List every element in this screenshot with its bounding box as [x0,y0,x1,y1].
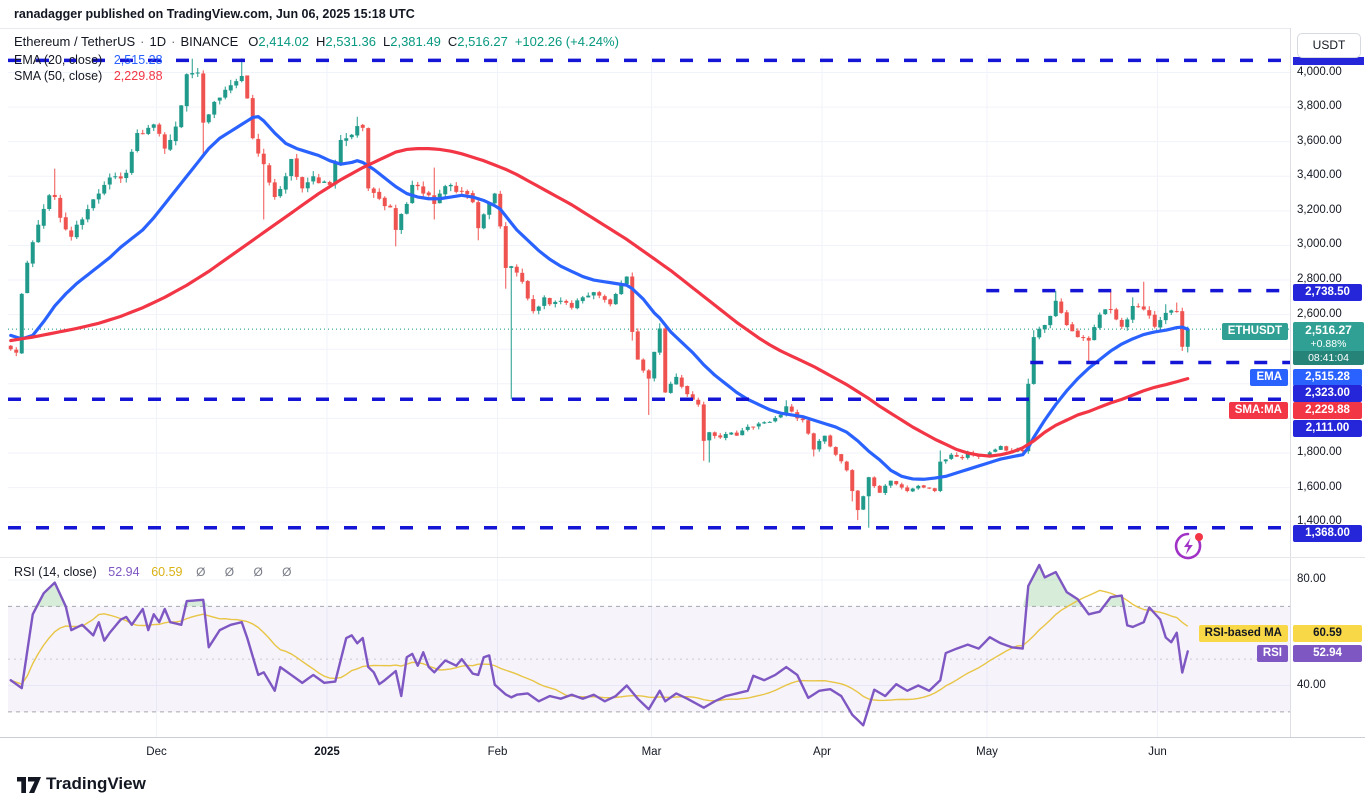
price-tick: 4,000.00 [1297,65,1342,78]
ema-indicator-value: 2,515.28 [113,53,163,67]
price-tick: 1,600.00 [1297,480,1342,493]
ohlc-values: O2,414.02 H2,531.36 L2,381.49 C2,516.27 [248,34,515,49]
ethusdt-name-label: ETHUSDT [1221,322,1288,340]
rsi-name-label: RSI [1256,644,1288,662]
currency-unit-button[interactable]: USDT [1297,33,1361,58]
time-axis-month-label: Mar [641,746,662,758]
rsi-value-label: 52.94 [1293,644,1362,662]
price-tick: 1,800.00 [1297,445,1342,458]
rsi-name-label: RSI-based MA [1198,624,1288,642]
ohlc-value: 2,531.36 [325,34,376,49]
ema-legend-row: EMA (20, close) 2,515.28 [14,52,163,67]
price-tick: 3,400.00 [1297,169,1342,182]
ethusdt-price-label: 2,516.27 +0.88% 08:41:04 [1293,322,1364,365]
ohlc-value: 2,414.02 [258,34,309,49]
ethusdt-last-price: 2,516.27 [1305,323,1352,337]
interval-label: 1D [149,34,167,49]
rsi-legend-row: RSI (14, close) 52.94 60.59 Ø Ø Ø Ø [14,564,299,579]
exchange-label: BINANCE [180,34,239,49]
hidden-level-label-strip [1293,57,1364,65]
ohlc-key: C [447,34,458,49]
ethusdt-change-pct: +0.88% [1310,338,1347,350]
pane-separator[interactable] [0,557,1365,558]
time-axis-month-label: 2025 [314,746,340,758]
symbol-legend-row: Ethereum / TetherUS · 1D · BINANCE O2,414.02 H… [14,34,619,49]
time-axis-month-label: Apr [813,746,831,758]
publish-bar: ranadagger published on TradingView.com,… [0,0,1365,29]
legend-separator-1: · [140,34,145,49]
price-level-label: 2,323.00 [1293,384,1362,402]
price-tick: 3,600.00 [1297,134,1342,147]
price-tick: 1,400.00 [1297,515,1342,528]
tradingview-wordmark[interactable]: TradingView [46,774,146,793]
rsi-indicator-value: 52.94 [108,565,140,579]
sma-indicator-name: SMA (50, close) [14,69,103,83]
ema-indicator-name: EMA (20, close) [14,53,103,67]
rsi-indicator-name: RSI (14, close) [14,565,97,579]
tradingview-logo-icon[interactable] [16,774,42,796]
ohlc-key: H [316,34,326,49]
time-axis-month-label: Dec [146,746,167,758]
price-tick: 3,000.00 [1297,238,1342,251]
price-level-label: 1,368.00 [1293,524,1362,542]
bar-countdown: 08:41:04 [1293,351,1364,365]
time-axis-month-label: Jun [1148,746,1167,758]
publish-text: ranadagger published on TradingView.com,… [14,7,415,21]
ema-name-label: EMA [1250,368,1288,386]
price-level-label: 2,111.00 [1293,419,1362,437]
change-value: +102.26 (+4.24%) [514,34,619,49]
symbol-title: Ethereum / TetherUS [14,34,136,49]
footer: TradingView [0,768,1365,801]
price-tick: 2,800.00 [1297,273,1342,286]
rsi-ma-value: 60.59 [151,565,183,579]
time-axis[interactable]: Dec 2025 Feb Mar Apr May Jun [0,737,1365,769]
legend-separator-2: · [171,34,176,49]
rsi-value-label: 60.59 [1293,624,1362,642]
rsi-tick: 40.00 [1297,678,1326,691]
smama-name-label: SMA:MA [1228,401,1288,419]
sma-indicator-value: 2,229.88 [113,69,163,83]
price-tick: 3,200.00 [1297,203,1342,216]
rsi-tick: 80.00 [1297,573,1326,585]
time-axis-month-label: Feb [487,746,508,758]
price-tick: 2,600.00 [1297,307,1342,320]
rsi-empty-inputs: Ø Ø Ø Ø [196,565,300,579]
ohlc-value: 2,516.27 [457,34,508,49]
time-axis-month-label: May [976,746,998,758]
ohlc-key: L [383,34,391,49]
price-level-label: 2,515.28 [1293,368,1362,386]
ohlc-key: O [248,34,259,49]
price-level-label: 2,738.50 [1293,283,1362,301]
boost-lightning-icon[interactable] [1172,528,1206,562]
price-axis[interactable]: USDT 4,000.00 3,800.00 3,600.00 3,400.00 3,2… [1290,28,1365,768]
price-tick: 3,800.00 [1297,100,1342,113]
sma-legend-row: SMA (50, close) 2,229.88 [14,68,163,83]
price-level-label: 2,229.88 [1293,401,1362,419]
ohlc-value: 2,381.49 [390,34,441,49]
